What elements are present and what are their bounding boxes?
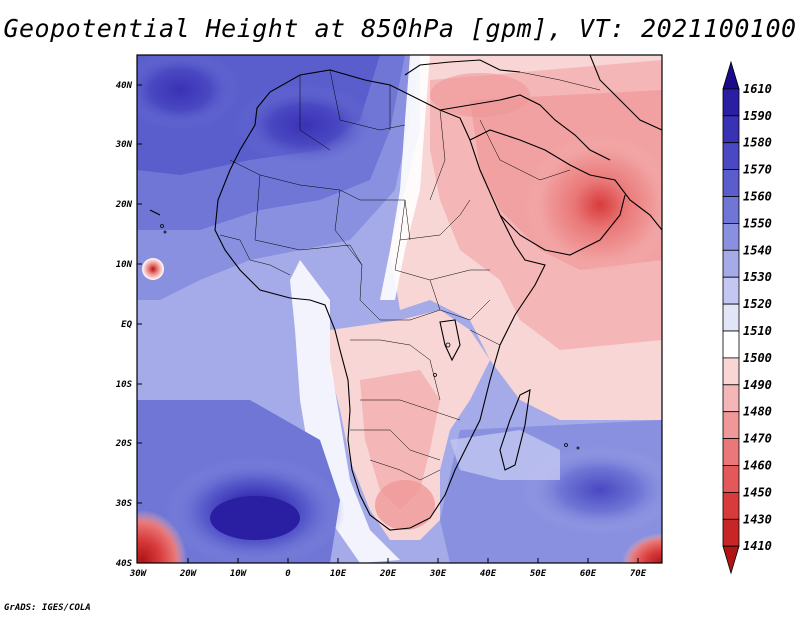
colorbar-cell	[722, 276, 740, 305]
lat-label-10s: 10S	[116, 380, 133, 390]
country-borders	[219, 69, 601, 481]
lat-label-30s: 30S	[115, 499, 133, 509]
lat-label-20n: 20N	[115, 200, 133, 210]
colorbar-label: 1480	[743, 405, 772, 419]
lon-label-0: 0	[285, 569, 291, 579]
lon-label-40e: 40E	[480, 569, 497, 579]
colorbar-cell	[722, 142, 740, 170]
colorbar-cell	[722, 330, 740, 359]
lon-label-60e: 60E	[580, 569, 597, 579]
lon-label-10e: 10E	[330, 569, 347, 579]
islands	[160, 224, 580, 450]
lat-label-40n: 40N	[116, 81, 133, 91]
colorbar-label: 1530	[743, 270, 772, 284]
colorbar-label: 1410	[743, 539, 772, 553]
colorbar-cell	[722, 169, 740, 197]
lat-label-30n: 30N	[115, 140, 133, 150]
colorbar-cell	[722, 465, 740, 493]
lat-label-20s: 20S	[115, 439, 133, 449]
lon-label-20w: 20W	[179, 569, 198, 579]
height-field	[137, 55, 662, 563]
map-frame	[136, 54, 663, 564]
colorbar-label: 1560	[743, 190, 772, 204]
map-title: Geopotential Height at 850hPa [gpm], VT:…	[3, 14, 797, 43]
colorbar-cell	[722, 411, 740, 440]
colorbar-cell	[722, 196, 740, 224]
colorbar-label: 1550	[743, 216, 772, 230]
lon-label-30e: 30E	[429, 569, 447, 579]
colorbar-label: 1590	[743, 109, 772, 123]
lon-label-10w: 10W	[230, 569, 248, 579]
lat-label-40s: 40S	[116, 559, 133, 569]
lon-label-30w: 30W	[129, 569, 148, 579]
colorbar-label: 1470	[743, 432, 772, 446]
colorbar-label: 1510	[743, 324, 772, 338]
colorbar-cell	[722, 357, 740, 386]
colorbar: 1610 1590 1580 1570 1560 1550 1540 1530 1520 1510…	[722, 60, 772, 575]
colorbar-label: 1610	[743, 82, 772, 96]
lon-label-50e: 50E	[530, 569, 547, 579]
colorbar-label: 1430	[743, 512, 772, 526]
colorbar-cell	[722, 303, 740, 332]
colorbar-label: 1580	[743, 136, 772, 150]
coastlines	[149, 55, 662, 531]
latitude-axis: 40N 30N 20N 10N EQ 10S 20S 30S 40S	[115, 81, 142, 569]
colorbar-label: 1520	[743, 297, 772, 311]
lon-label-70e: 70E	[630, 569, 647, 579]
colorbar-label: 1450	[743, 485, 772, 499]
colorbar-cell	[722, 222, 740, 251]
colorbar-cell	[722, 491, 740, 520]
credit-text: GrADS: IGES/COLA	[4, 603, 91, 613]
colorbar-top-arrow	[722, 60, 740, 90]
colorbar-label: 1490	[743, 378, 772, 392]
lat-label-10n: 10N	[116, 260, 133, 270]
colorbar-cell	[722, 115, 740, 144]
colorbar-cell	[722, 518, 740, 547]
colorbar-label: 1500	[743, 351, 772, 365]
colorbar-label: 1540	[743, 243, 772, 257]
colorbar-cell	[722, 438, 740, 466]
colorbar-cell	[722, 384, 740, 413]
colorbar-bottom-arrow	[722, 545, 740, 575]
colorbar-cell	[722, 249, 740, 278]
colorbar-label: 1460	[743, 459, 772, 473]
longitude-axis: 30W 20W 10W 0 10E 20E 30E 40E 50E 60E 70…	[129, 558, 647, 579]
colorbar-label: 1570	[743, 163, 772, 177]
lon-label-20e: 20E	[379, 569, 397, 579]
colorbar-cell	[722, 88, 740, 117]
lat-label-eq: EQ	[121, 320, 132, 330]
